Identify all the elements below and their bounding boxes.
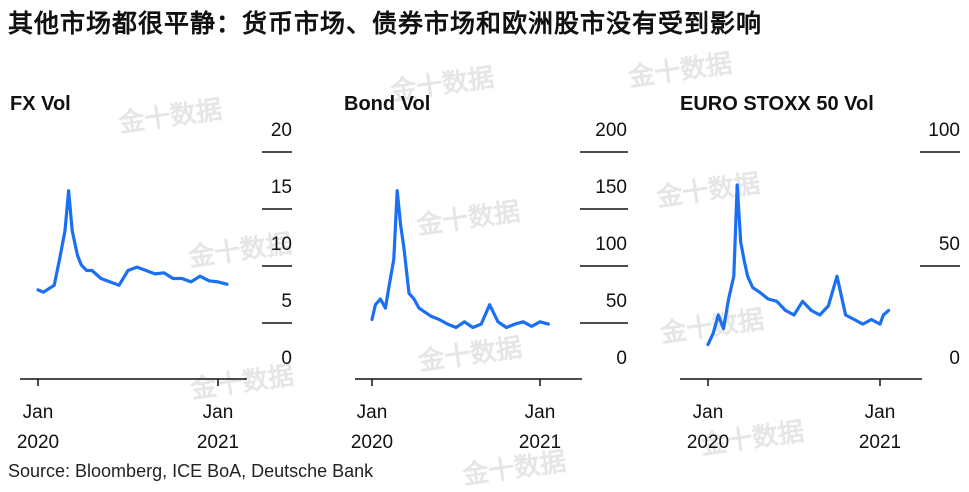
y-tick-label: 100 xyxy=(928,120,960,141)
y-tick-label: 0 xyxy=(616,348,627,369)
chart-title: FX Vol xyxy=(10,93,71,115)
y-tick-label: 15 xyxy=(271,177,292,198)
y-tick-label: 10 xyxy=(271,234,292,255)
page-title: 其他市场都很平静：货币市场、债券市场和欧洲股市没有受到影响 xyxy=(8,9,763,38)
y-tick-label: 150 xyxy=(595,177,627,198)
x-tick-label: 2021 xyxy=(197,432,239,453)
chart-title: Bond Vol xyxy=(344,93,430,115)
y-tick-label: 100 xyxy=(595,234,627,255)
y-tick-label: 5 xyxy=(281,291,292,312)
x-tick-label: Jan xyxy=(357,402,388,423)
y-tick-label: 50 xyxy=(939,234,960,255)
y-tick-label: 0 xyxy=(281,348,292,369)
x-tick-label: Jan xyxy=(23,402,54,423)
series-line xyxy=(36,189,229,294)
x-tick-label: 2020 xyxy=(17,432,59,453)
series-line xyxy=(706,183,891,347)
y-tick-label: 0 xyxy=(949,348,960,369)
x-tick-label: 2020 xyxy=(351,432,393,453)
y-tick-label: 20 xyxy=(271,120,292,141)
x-tick-label: Jan xyxy=(525,402,556,423)
x-tick-label: 2021 xyxy=(519,432,561,453)
y-tick-label: 200 xyxy=(595,120,627,141)
x-tick-label: Jan xyxy=(203,402,234,423)
x-tick-label: Jan xyxy=(865,402,896,423)
x-tick-label: Jan xyxy=(693,402,724,423)
series-line xyxy=(370,189,551,330)
chart-title: EURO STOXX 50 Vol xyxy=(680,93,874,115)
x-tick-label: 2020 xyxy=(687,432,729,453)
x-tick-label: 2021 xyxy=(859,432,901,453)
source-note: Source: Bloomberg, ICE BoA, Deutsche Ban… xyxy=(8,461,374,481)
y-tick-label: 50 xyxy=(606,291,627,312)
